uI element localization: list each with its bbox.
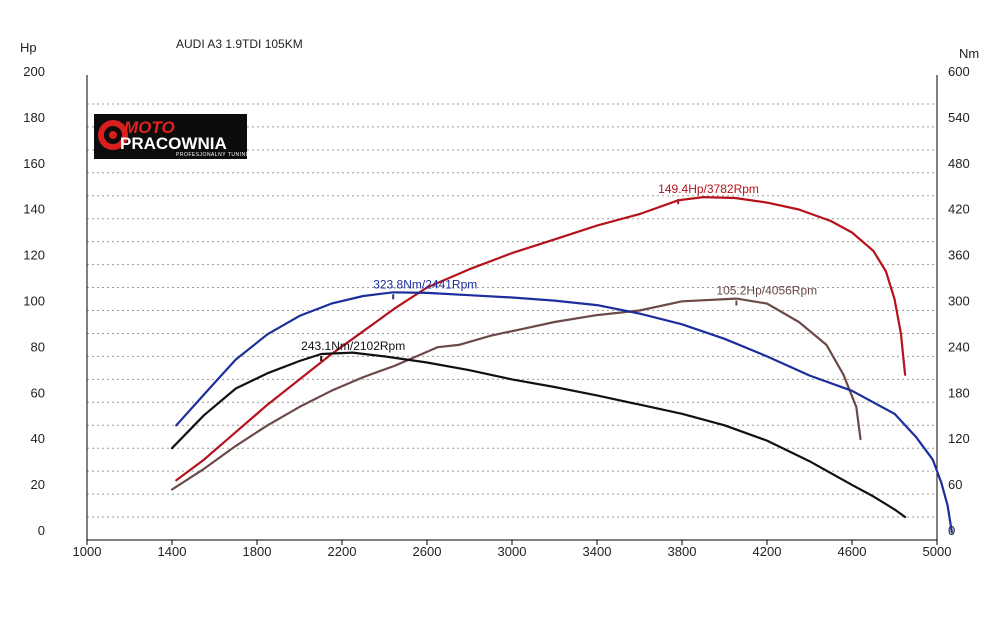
y-left-tick-label: 100 <box>23 294 45 309</box>
y-left-tick-label: 0 <box>38 523 45 538</box>
y-left-tick-label: 120 <box>23 248 45 263</box>
logo-line2: PRACOWNIA <box>120 134 227 153</box>
y-left-tick-label: 180 <box>23 110 45 125</box>
y-right-tick-label: 480 <box>948 156 970 171</box>
y-left-tick-label: 200 <box>23 64 45 79</box>
x-tick-label: 3400 <box>583 544 612 559</box>
y-right-tick-label: 420 <box>948 202 970 217</box>
annotation-label: 149.4Hp/3782Rpm <box>658 182 759 196</box>
annotation-label: 323.8Nm/2441Rpm <box>373 277 477 291</box>
y-left-tick-label: 80 <box>31 339 45 354</box>
y-left-tick-label: 60 <box>31 385 45 400</box>
series-line-4 <box>170 351 907 519</box>
moto-pracownia-logo: MOTO PRACOWNIA PROFESJONALNY TUNING <box>94 114 250 159</box>
x-tick-label: 4600 <box>838 544 867 559</box>
y-left-unit-label: Hp <box>20 40 37 55</box>
annotation-label: 105.2Hp/4056Rpm <box>716 284 817 298</box>
x-tick-label: 1000 <box>73 544 102 559</box>
chart-title: AUDI A3 1.9TDI 105KM <box>176 37 303 51</box>
y-left-tick-label: 140 <box>23 202 45 217</box>
y-left-tick-label: 160 <box>23 156 45 171</box>
y-left-tick-label: 20 <box>31 477 45 492</box>
y-right-tick-label: 540 <box>948 110 970 125</box>
y-right-unit-label: Nm <box>959 46 979 61</box>
x-tick-label: 2200 <box>328 544 357 559</box>
logo-line1: MOTO <box>124 118 175 137</box>
y-left-tick-label: 40 <box>31 431 45 446</box>
y-right-tick-label: 360 <box>948 248 970 263</box>
x-tick-label: 4200 <box>753 544 782 559</box>
annotation-label: 243.1Nm/2102Rpm <box>301 339 405 353</box>
x-tick-label: 1800 <box>243 544 272 559</box>
x-tick-label: 3800 <box>668 544 697 559</box>
tick-labels: 1000 1400 1800 2200 2600 3000 3400 3800 4200 4600… <box>23 64 969 559</box>
series-line-1 <box>175 196 907 482</box>
grid <box>87 103 937 518</box>
y-right-tick-label: 60 <box>948 477 962 492</box>
y-right-tick-label: 600 <box>948 64 970 79</box>
y-right-tick-label: 240 <box>948 339 970 354</box>
x-tick-label: 2600 <box>413 544 442 559</box>
y-right-tick-label: 180 <box>948 385 970 400</box>
series-line-3 <box>175 291 954 534</box>
x-tick-label: 5000 <box>923 544 952 559</box>
series-line-2 <box>170 297 862 491</box>
axes <box>86 75 938 545</box>
x-tick-label: 3000 <box>498 544 527 559</box>
logo-line3: PROFESJONALNY TUNING <box>176 152 250 158</box>
y-right-tick-label: 120 <box>948 431 970 446</box>
y-right-tick-label: 300 <box>948 294 970 309</box>
series-lines <box>170 196 954 534</box>
annotations: 149.4Hp/3782Rpm 105.2Hp/4056Rpm 323.8Nm/24… <box>301 182 817 362</box>
logo-wheel-icon <box>98 120 128 150</box>
x-tick-label: 1400 <box>158 544 187 559</box>
